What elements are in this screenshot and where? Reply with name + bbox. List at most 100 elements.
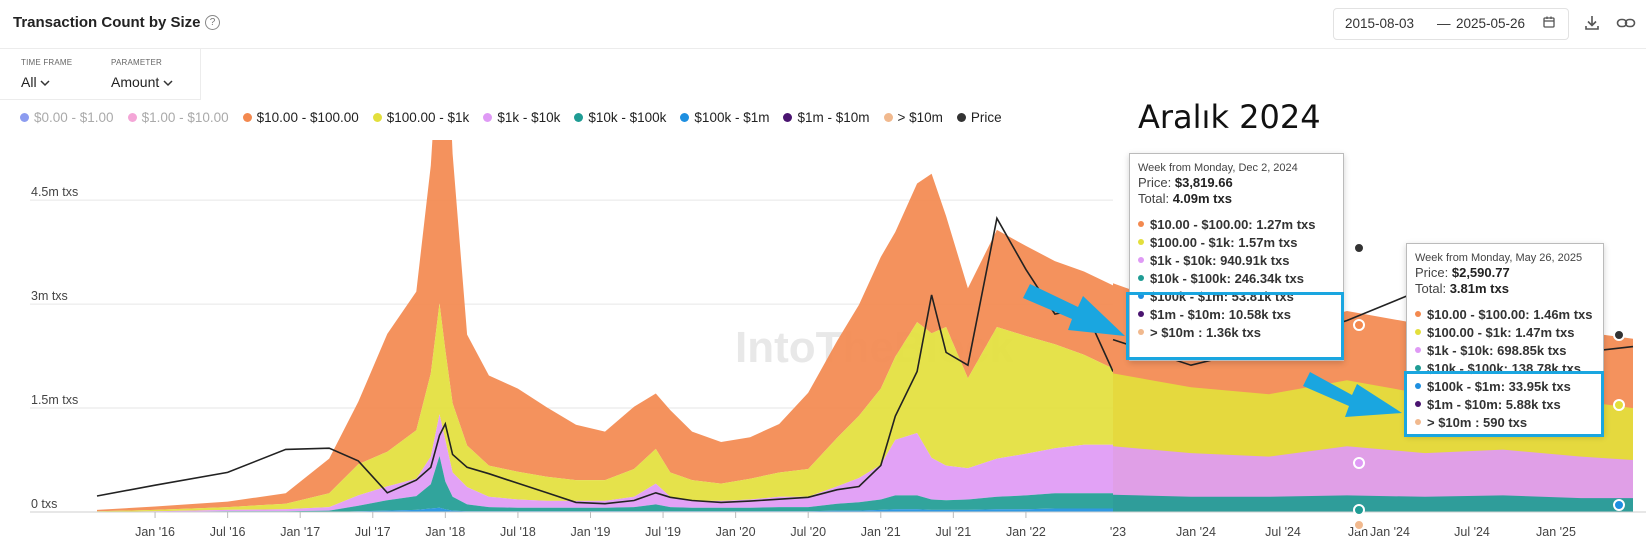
- legend-dot: [483, 113, 493, 122]
- tooltip-may-2025: Week from Monday, May 26, 2025 Price: $2…: [1406, 243, 1604, 435]
- tooltip-row-label: > $10m :: [1150, 325, 1207, 340]
- parameter-select[interactable]: Amount: [111, 74, 173, 90]
- tooltip-row-label: $10k - $100k:: [1150, 271, 1235, 286]
- parameter-value[interactable]: Amount: [111, 74, 160, 90]
- tooltip-row-label: $100.00 - $1k:: [1427, 325, 1516, 340]
- tooltip-row-label: > $10m :: [1427, 415, 1484, 430]
- chevron-down-icon[interactable]: [40, 74, 50, 90]
- tooltip-row-label: $10.00 - $100.00:: [1427, 307, 1534, 322]
- tooltip-row-label: $1m - $10m:: [1150, 307, 1229, 322]
- highlight-box: [1404, 371, 1604, 437]
- tooltip-row: $10k - $100k: 246.34k txs: [1138, 270, 1335, 288]
- x-tick-label: Jan '22: [1006, 525, 1046, 539]
- x-tick-label: Jan '21: [861, 525, 901, 539]
- hover-marker: [1613, 329, 1625, 341]
- tooltip-price: Price: $2,590.77: [1415, 265, 1510, 280]
- tooltip-dot: [1138, 239, 1144, 245]
- legend-dot: [242, 113, 252, 122]
- hover-marker: [1353, 504, 1365, 516]
- legend-item[interactable]: Price: [956, 110, 1002, 125]
- tooltip-total: Total: 4.09m txs: [1138, 191, 1232, 206]
- tooltip-row-value: 10.58k txs: [1228, 307, 1291, 322]
- legend-item[interactable]: $1k - $10k: [483, 110, 560, 125]
- tooltip-row-value: 246.34k txs: [1234, 271, 1304, 286]
- legend-dot: [372, 113, 382, 122]
- x-tick-label: Jan '16: [135, 525, 175, 539]
- tooltip-row-label: $1k - $10k:: [1150, 253, 1221, 268]
- legend-label: $1k - $10k: [497, 110, 561, 125]
- legend-dot: [883, 113, 893, 122]
- tooltip-dot: [1415, 419, 1421, 425]
- legend-item[interactable]: > $10m: [883, 110, 943, 125]
- date-start[interactable]: 2015-08-03: [1345, 16, 1415, 31]
- legend-label: $1m - $10m: [797, 110, 870, 125]
- legend-item[interactable]: $0.00 - $1.00: [20, 110, 114, 125]
- tooltip-rows: $10.00 - $100.00: 1.46m txs $100.00 - $1k…: [1415, 306, 1595, 432]
- x-tick-label: Jan '17: [280, 525, 320, 539]
- hover-marker: [1613, 399, 1625, 411]
- tooltip-row-value: 940.91k txs: [1220, 253, 1290, 268]
- date-end[interactable]: 2025-05-26: [1456, 16, 1526, 31]
- y-tick-label: 0 txs: [31, 497, 57, 511]
- timeframe-select[interactable]: All: [21, 74, 50, 90]
- date-range-picker[interactable]: 2015-08-03 — 2025-05-26: [1333, 8, 1569, 40]
- tooltip-price: Price: $3,819.66: [1138, 175, 1233, 190]
- tooltip-dot: [1415, 365, 1421, 371]
- tooltip-row: > $10m : 1.36k txs: [1138, 324, 1335, 342]
- area-series: [97, 140, 1113, 512]
- help-icon[interactable]: ?: [205, 15, 220, 30]
- price-line: [96, 216, 1114, 505]
- legend-label: $0.00 - $1.00: [34, 110, 114, 125]
- tooltip-row: $100.00 - $1k: 1.47m txs: [1415, 324, 1595, 342]
- chevron-down-icon[interactable]: [163, 74, 173, 90]
- tooltip-row: $1k - $10k: 940.91k txs: [1138, 252, 1335, 270]
- calendar-icon[interactable]: [1542, 15, 1556, 32]
- legend-item[interactable]: $10k - $100k: [574, 110, 666, 125]
- inset-x-tick-label: '23: [1110, 525, 1126, 539]
- legend-label: Price: [970, 110, 1002, 125]
- tooltip-dot: [1138, 257, 1144, 263]
- inset-x-tick-label: Jul '24: [1454, 525, 1490, 539]
- inset-x-tick-label: Jan '24: [1370, 525, 1410, 539]
- link-icon[interactable]: [1616, 14, 1636, 37]
- legend-label: $1.00 - $10.00: [141, 110, 229, 125]
- x-tick-label: Jul '21: [935, 525, 971, 539]
- area--10-00-100-00: [97, 140, 1113, 512]
- tooltip-row-value: 698.85k txs: [1497, 343, 1567, 358]
- x-tick-label: Jul '20: [790, 525, 826, 539]
- timeframe-label: TIME FRAME: [21, 58, 73, 67]
- hover-marker: [1353, 519, 1365, 531]
- legend-label: $10k - $100k: [588, 110, 667, 125]
- tooltip-row-label: $1k - $10k:: [1427, 343, 1498, 358]
- legend-item[interactable]: $100.00 - $1k: [372, 110, 469, 125]
- legend-item[interactable]: $100k - $1m: [680, 110, 769, 125]
- legend-item[interactable]: $1m - $10m: [783, 110, 870, 125]
- legend-item[interactable]: $10.00 - $100.00: [242, 110, 359, 125]
- y-tick-label: 3m txs: [31, 289, 68, 303]
- tooltip-row-label: $10.00 - $100.00:: [1150, 217, 1257, 232]
- tooltip-dot: [1138, 311, 1144, 317]
- tooltip-dot: [1415, 401, 1421, 407]
- hover-marker: [1613, 499, 1625, 511]
- tooltip-row: > $10m : 590 txs: [1415, 414, 1595, 432]
- tooltip-row-value: 1.36k txs: [1206, 325, 1261, 340]
- inset-x-tick-label: Jan '24: [1176, 525, 1216, 539]
- area--100-00-1k: [97, 303, 1113, 512]
- tooltip-row-label: $100.00 - $1k:: [1150, 235, 1239, 250]
- tooltip-row-value: 1.47m txs: [1515, 325, 1575, 340]
- legend-item[interactable]: $1.00 - $10.00: [127, 110, 229, 125]
- chart-title: Transaction Count by Size: [13, 14, 201, 31]
- tooltip-row-label: $1m - $10m:: [1427, 397, 1506, 412]
- tooltip-dot: [1138, 293, 1144, 299]
- tooltip-row: $100k - $1m: 33.95k txs: [1415, 378, 1595, 396]
- legend-label: $10.00 - $100.00: [256, 110, 359, 125]
- timeframe-value[interactable]: All: [21, 74, 37, 90]
- tooltip-dot: [1415, 311, 1421, 317]
- area--100k-1m: [97, 507, 1113, 512]
- tooltip-week: Week from Monday, Dec 2, 2024: [1138, 162, 1298, 174]
- tooltip-dot: [1138, 275, 1144, 281]
- legend-label: > $10m: [897, 110, 943, 125]
- download-icon[interactable]: [1583, 14, 1601, 37]
